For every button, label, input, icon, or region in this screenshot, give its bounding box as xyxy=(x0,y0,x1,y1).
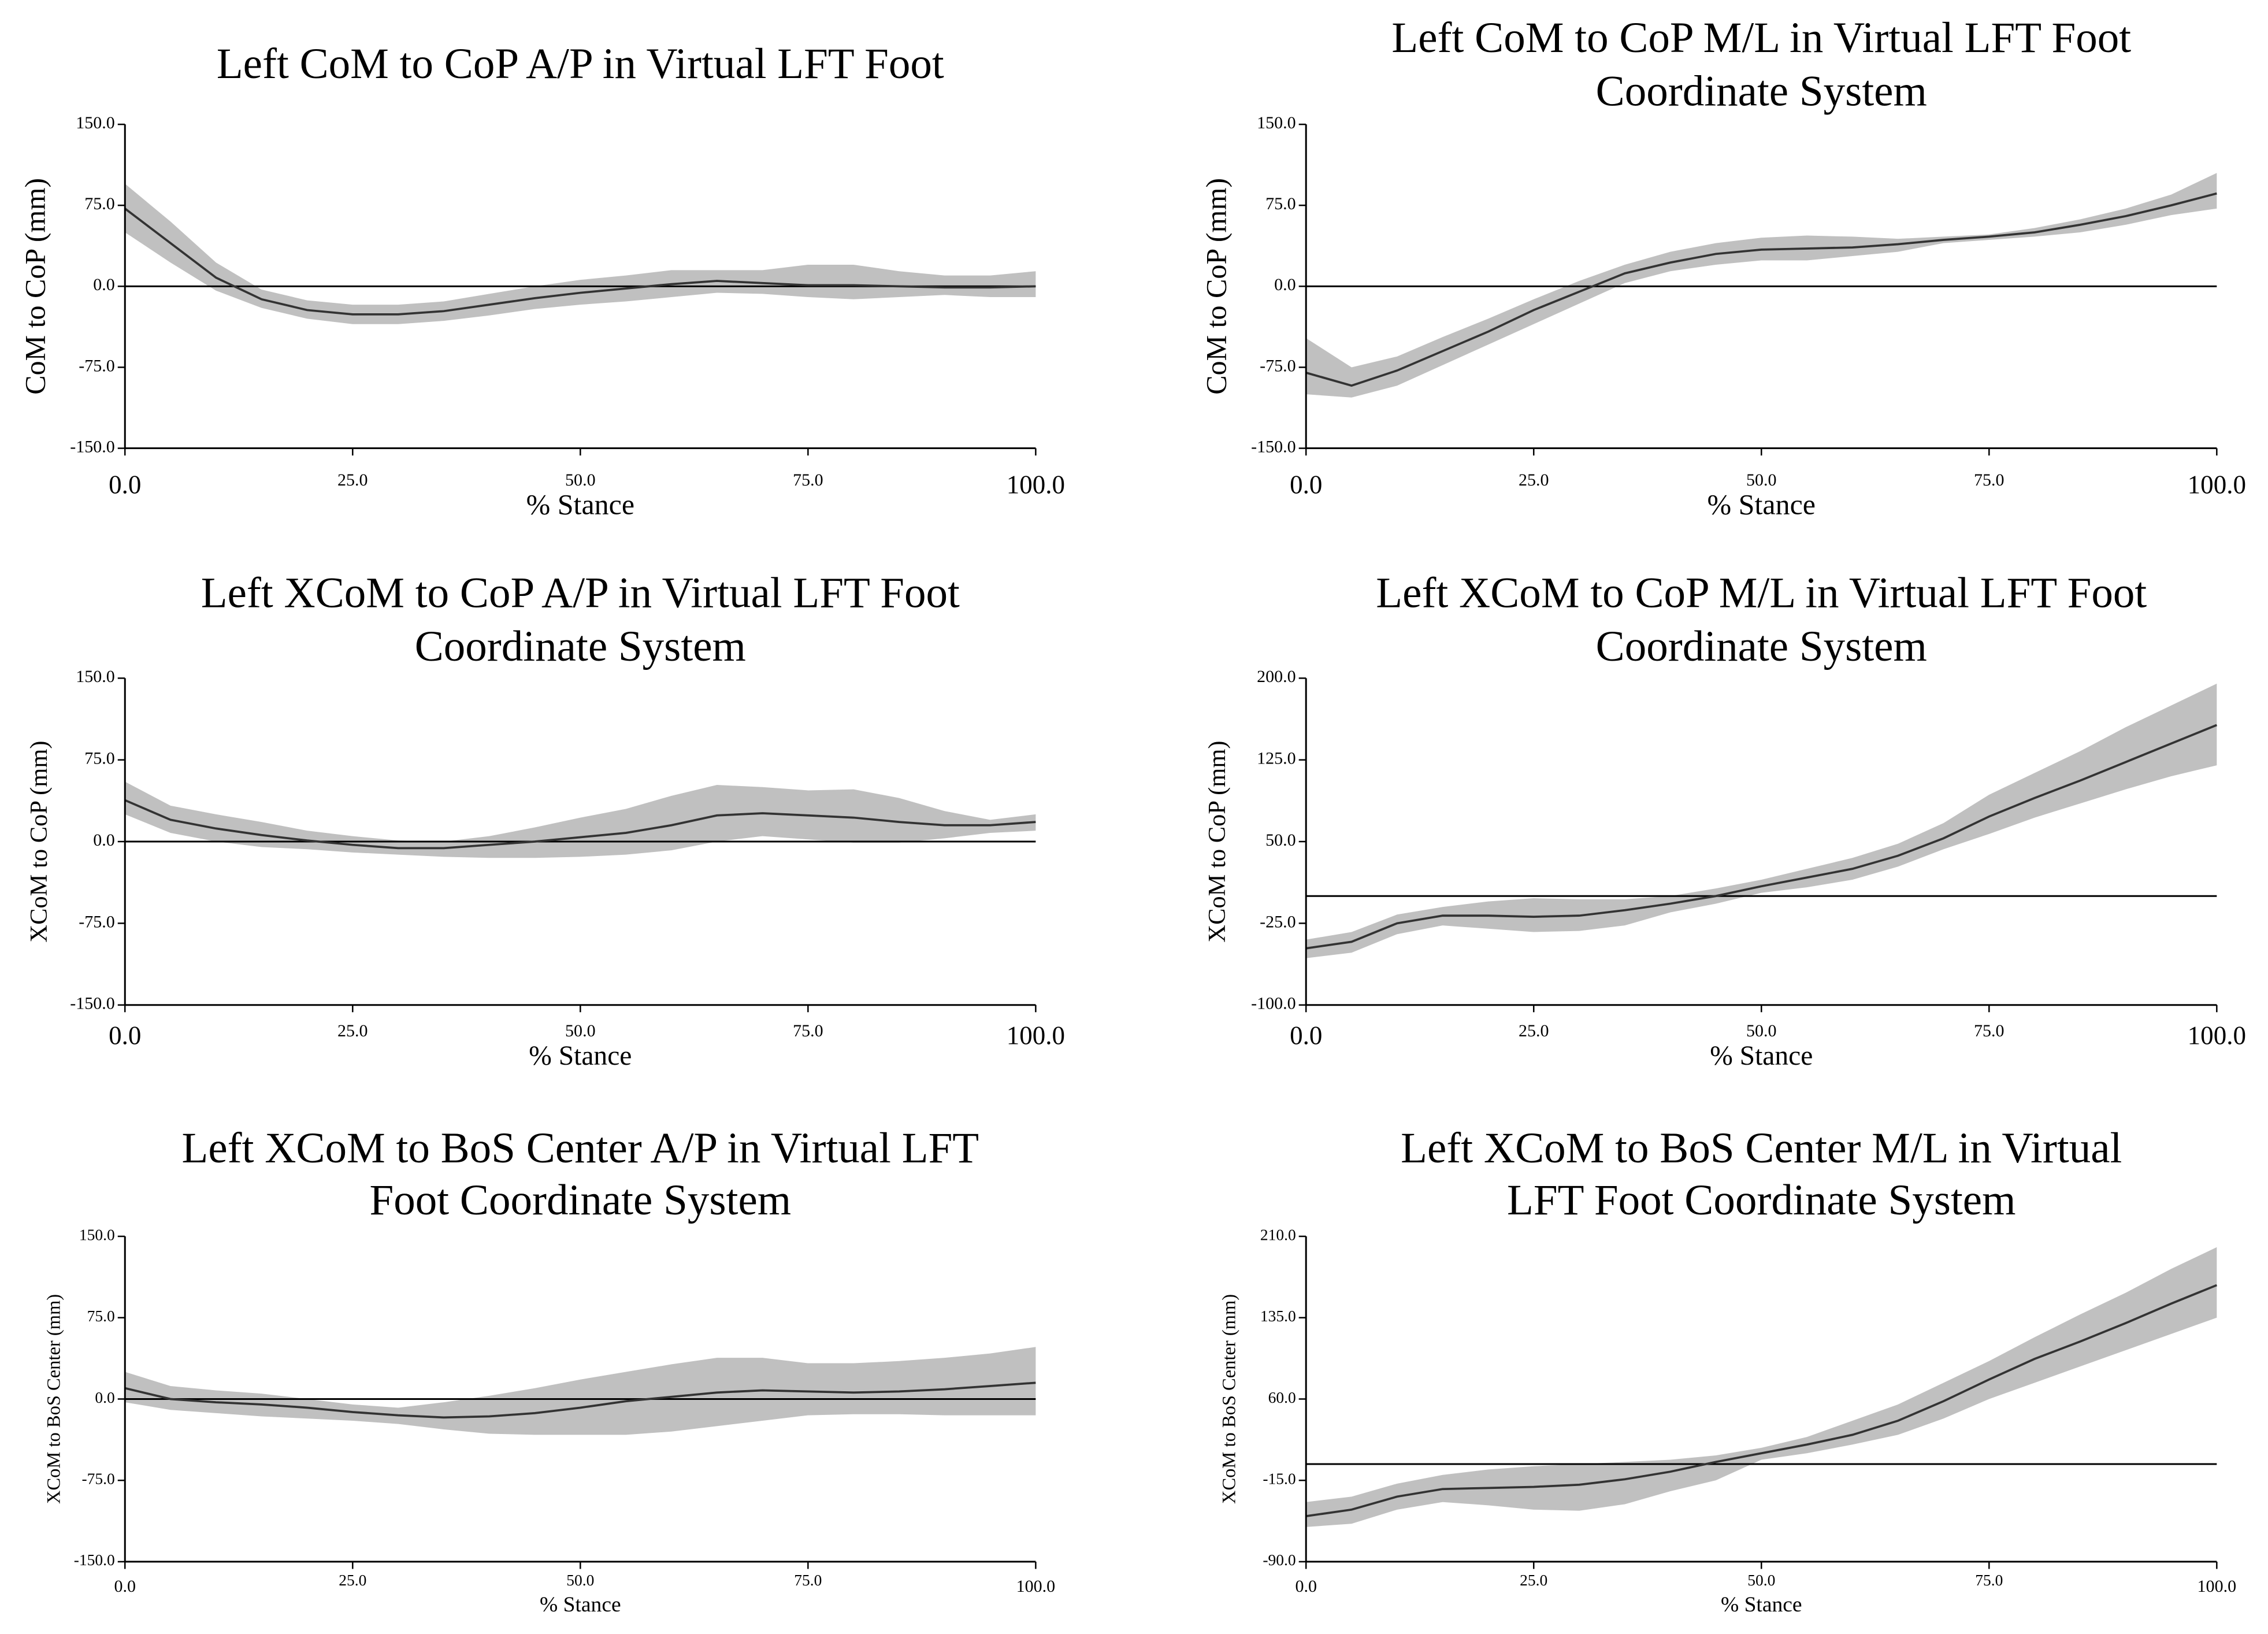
x-tick-label: 75.0 xyxy=(793,470,823,490)
y-axis-label: XCoM to BoS Center (mm) xyxy=(1219,1294,1240,1504)
y-axis-label: XCoM to BoS Center (mm) xyxy=(44,1294,65,1504)
x-tick-label: 0.0 xyxy=(1290,1021,1322,1050)
x-tick-label: 50.0 xyxy=(565,470,596,490)
x-axis-label: % Stance xyxy=(540,1593,621,1617)
y-tick-label: -75.0 xyxy=(1260,356,1296,375)
chart-title: Left XCoM to BoS Center A/P in Virtual L… xyxy=(181,1124,979,1172)
chart-title: Left XCoM to BoS Center M/L in Virtual xyxy=(1401,1124,2122,1172)
x-axis-label: % Stance xyxy=(1721,1593,1802,1617)
y-tick-label: -150.0 xyxy=(74,1551,115,1569)
mean-line xyxy=(124,208,1036,316)
mean-line xyxy=(1305,1284,2218,1517)
x-axis-label: % Stance xyxy=(1708,488,1816,521)
confidence-band xyxy=(1306,173,2217,398)
chart-title: Left CoM to CoP A/P in Virtual LFT Foot xyxy=(217,40,944,88)
x-axis-label: % Stance xyxy=(529,1041,632,1071)
x-tick-label: 25.0 xyxy=(339,1571,366,1589)
x-tick-label: 50.0 xyxy=(565,1021,596,1040)
y-tick-label: 150.0 xyxy=(79,1225,115,1243)
mean-line xyxy=(1305,192,2217,387)
chart-title: Left XCoM to CoP A/P in Virtual LFT Foot xyxy=(201,569,960,617)
x-tick-label: 100.0 xyxy=(1016,1577,1056,1596)
x-tick-label: 75.0 xyxy=(793,1021,823,1040)
y-tick-label: 200.0 xyxy=(1257,667,1296,686)
x-tick-label: 50.0 xyxy=(1746,470,1777,490)
x-tick-label: 75.0 xyxy=(1974,1021,2005,1040)
x-tick-label: 25.0 xyxy=(1520,1571,1547,1589)
y-tick-label: 125.0 xyxy=(1257,749,1296,768)
chart-title: Foot Coordinate System xyxy=(370,1176,792,1224)
chart-title: Left XCoM to CoP M/L in Virtual LFT Foot xyxy=(1376,569,2147,617)
y-tick-label: 210.0 xyxy=(1260,1225,1296,1243)
x-tick-label: 25.0 xyxy=(1519,1021,1549,1040)
x-tick-label: 100.0 xyxy=(2188,1021,2246,1050)
y-tick-label: -25.0 xyxy=(1260,912,1296,931)
x-tick-label: 25.0 xyxy=(1519,470,1549,490)
x-tick-label: 100.0 xyxy=(1007,470,1065,499)
y-tick-label: 135.0 xyxy=(1260,1307,1296,1325)
x-axis-label: % Stance xyxy=(526,488,634,521)
y-tick-label: -15.0 xyxy=(1263,1469,1296,1487)
x-tick-label: 100.0 xyxy=(2188,470,2246,499)
chart-title: Coordinate System xyxy=(415,623,746,670)
x-tick-label: 0.0 xyxy=(114,1577,136,1596)
x-tick-label: 0.0 xyxy=(109,470,141,499)
confidence-band xyxy=(1306,683,2217,958)
y-tick-label: -75.0 xyxy=(79,912,115,931)
mean-line xyxy=(1305,724,2218,950)
y-tick-label: -150.0 xyxy=(1251,437,1296,456)
confidence-band xyxy=(1306,1247,2217,1527)
x-tick-label: 100.0 xyxy=(1007,1021,1065,1050)
y-tick-label: 50.0 xyxy=(1265,831,1296,850)
mean-line xyxy=(124,799,1036,850)
x-tick-label: 50.0 xyxy=(1746,1021,1777,1040)
x-tick-label: 0.0 xyxy=(1295,1577,1317,1596)
x-tick-label: 75.0 xyxy=(1974,470,2005,490)
y-tick-label: -100.0 xyxy=(1251,994,1296,1013)
mean-line xyxy=(124,1381,1036,1419)
x-tick-label: 50.0 xyxy=(1747,1571,1775,1589)
y-tick-label: 150.0 xyxy=(76,667,115,686)
y-tick-label: 0.0 xyxy=(93,831,115,850)
chart-title: Coordinate System xyxy=(1596,67,1927,115)
y-axis-label: CoM to CoP (mm) xyxy=(1200,178,1233,395)
y-axis-label: XCoM to CoP (mm) xyxy=(1204,740,1231,942)
x-tick-label: 0.0 xyxy=(1290,470,1322,499)
y-tick-label: 75.0 xyxy=(84,749,115,768)
y-axis-label: CoM to CoP (mm) xyxy=(19,178,51,395)
y-tick-label: -90.0 xyxy=(1263,1551,1296,1569)
chart-title: LFT Foot Coordinate System xyxy=(1507,1176,2015,1224)
y-tick-label: 60.0 xyxy=(1268,1388,1296,1406)
y-tick-label: 150.0 xyxy=(76,113,115,132)
x-tick-label: 0.0 xyxy=(109,1021,141,1050)
y-tick-label: -75.0 xyxy=(79,356,115,375)
x-tick-label: 25.0 xyxy=(337,470,368,490)
y-tick-label: 150.0 xyxy=(1257,113,1296,132)
confidence-band xyxy=(125,183,1036,324)
x-tick-label: 75.0 xyxy=(1975,1571,2003,1589)
y-tick-label: 0.0 xyxy=(95,1388,114,1406)
y-tick-label: 75.0 xyxy=(87,1307,115,1325)
y-tick-label: -150.0 xyxy=(70,437,115,456)
y-tick-label: 75.0 xyxy=(84,194,115,213)
y-tick-label: -75.0 xyxy=(81,1469,114,1487)
x-tick-label: 100.0 xyxy=(2198,1577,2237,1596)
x-tick-label: 25.0 xyxy=(337,1021,368,1040)
confidence-band xyxy=(125,781,1036,858)
y-tick-label: 75.0 xyxy=(1265,194,1296,213)
y-axis-label: XCoM to CoP (mm) xyxy=(25,740,53,942)
y-tick-label: 0.0 xyxy=(93,275,115,294)
x-tick-label: 75.0 xyxy=(794,1571,822,1589)
x-tick-label: 50.0 xyxy=(566,1571,594,1589)
y-tick-label: -150.0 xyxy=(70,994,115,1013)
chart-title: Left CoM to CoP M/L in Virtual LFT Foot xyxy=(1391,14,2131,62)
chart-title: Coordinate System xyxy=(1596,623,1927,670)
y-tick-label: 0.0 xyxy=(1274,275,1296,294)
x-axis-label: % Stance xyxy=(1710,1041,1813,1071)
